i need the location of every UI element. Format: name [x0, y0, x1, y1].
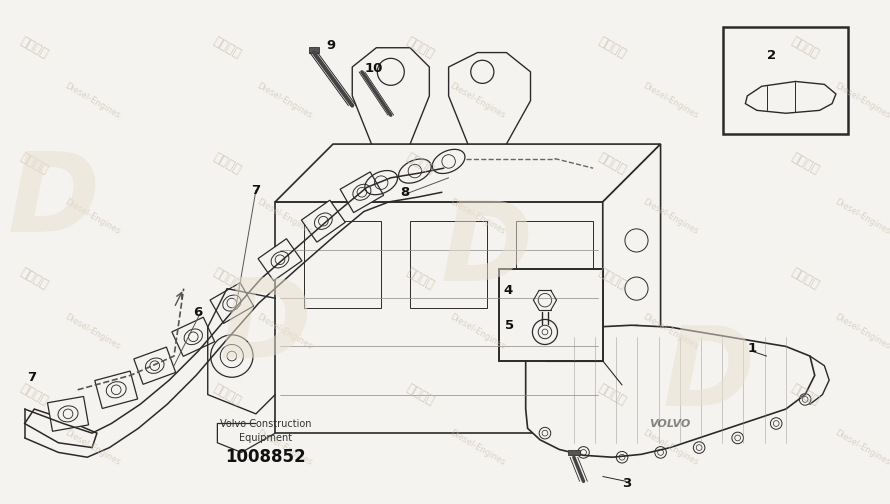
Text: D: D: [663, 322, 755, 429]
Text: 紫发动力: 紫发动力: [403, 382, 436, 408]
Text: Diesel-Engines: Diesel-Engines: [449, 312, 506, 351]
Polygon shape: [210, 283, 254, 324]
Text: D: D: [7, 148, 100, 256]
Text: 2: 2: [767, 49, 776, 62]
Text: 紫发动力: 紫发动力: [18, 35, 51, 61]
Text: 紫发动力: 紫发动力: [789, 266, 821, 292]
Text: 8: 8: [400, 186, 410, 199]
Text: 3: 3: [622, 477, 632, 490]
Text: 紫发动力: 紫发动力: [789, 150, 821, 176]
Polygon shape: [516, 221, 593, 308]
Text: 7: 7: [27, 371, 36, 384]
Polygon shape: [724, 27, 848, 135]
Text: Diesel-Engines: Diesel-Engines: [641, 428, 700, 467]
Text: 紫发动力: 紫发动力: [18, 150, 51, 176]
Text: 紫发动力: 紫发动力: [18, 266, 51, 292]
Text: 9: 9: [327, 39, 336, 52]
Text: Diesel-Engines: Diesel-Engines: [641, 81, 700, 120]
Text: 紫发动力: 紫发动力: [789, 35, 821, 61]
Polygon shape: [134, 347, 175, 384]
Text: Volvo Construction
Equipment: Volvo Construction Equipment: [220, 419, 312, 443]
Text: Diesel-Engines: Diesel-Engines: [834, 428, 890, 467]
Text: 1008852: 1008852: [225, 448, 306, 466]
Text: Diesel-Engines: Diesel-Engines: [63, 312, 121, 351]
Polygon shape: [258, 239, 302, 281]
Polygon shape: [94, 371, 138, 408]
Text: 5: 5: [505, 319, 514, 332]
Text: 紫发动力: 紫发动力: [596, 382, 628, 408]
Polygon shape: [498, 269, 603, 361]
Text: 紫发动力: 紫发动力: [211, 382, 243, 408]
Text: 紫发动力: 紫发动力: [403, 266, 436, 292]
Text: 6: 6: [193, 306, 203, 319]
Text: 紫发动力: 紫发动力: [596, 35, 628, 61]
Polygon shape: [568, 450, 579, 455]
Polygon shape: [302, 200, 345, 242]
Text: 紫发动力: 紫发动力: [596, 266, 628, 292]
Polygon shape: [603, 144, 660, 433]
Text: Diesel-Engines: Diesel-Engines: [255, 81, 314, 120]
Polygon shape: [25, 409, 97, 448]
Polygon shape: [309, 47, 319, 52]
Text: 紫发动力: 紫发动力: [211, 266, 243, 292]
Text: Diesel-Engines: Diesel-Engines: [255, 428, 314, 467]
Text: Diesel-Engines: Diesel-Engines: [449, 428, 506, 467]
Polygon shape: [340, 172, 384, 213]
Text: 7: 7: [251, 184, 261, 197]
Text: Diesel-Engines: Diesel-Engines: [255, 197, 314, 236]
Text: 1: 1: [748, 342, 756, 355]
Text: Diesel-Engines: Diesel-Engines: [63, 81, 121, 120]
Text: 紫发动力: 紫发动力: [211, 35, 243, 61]
Polygon shape: [304, 221, 381, 308]
Text: 紫发动力: 紫发动力: [403, 150, 436, 176]
Text: Diesel-Engines: Diesel-Engines: [255, 312, 314, 351]
Text: 紫发动力: 紫发动力: [211, 150, 243, 176]
Polygon shape: [275, 144, 660, 202]
Text: Diesel-Engines: Diesel-Engines: [834, 197, 890, 236]
Polygon shape: [410, 221, 487, 308]
Polygon shape: [47, 397, 89, 431]
Text: 紫发动力: 紫发动力: [18, 382, 51, 408]
Text: 4: 4: [504, 284, 513, 297]
Text: 10: 10: [364, 62, 383, 76]
Polygon shape: [526, 325, 814, 457]
Text: Diesel-Engines: Diesel-Engines: [834, 312, 890, 351]
Text: Diesel-Engines: Diesel-Engines: [63, 197, 121, 236]
Text: D: D: [220, 274, 312, 381]
Text: Diesel-Engines: Diesel-Engines: [834, 81, 890, 120]
Text: Diesel-Engines: Diesel-Engines: [641, 312, 700, 351]
Text: VOLVO: VOLVO: [650, 418, 691, 428]
Polygon shape: [275, 202, 603, 433]
Text: Diesel-Engines: Diesel-Engines: [449, 81, 506, 120]
Text: 紫发动力: 紫发动力: [403, 35, 436, 61]
Text: 紫发动力: 紫发动力: [596, 150, 628, 176]
Polygon shape: [172, 317, 214, 356]
Polygon shape: [745, 82, 836, 113]
Text: Diesel-Engines: Diesel-Engines: [63, 428, 121, 467]
Text: 紫发动力: 紫发动力: [789, 382, 821, 408]
Text: Diesel-Engines: Diesel-Engines: [641, 197, 700, 236]
Text: Diesel-Engines: Diesel-Engines: [449, 197, 506, 236]
Text: D: D: [441, 197, 533, 303]
